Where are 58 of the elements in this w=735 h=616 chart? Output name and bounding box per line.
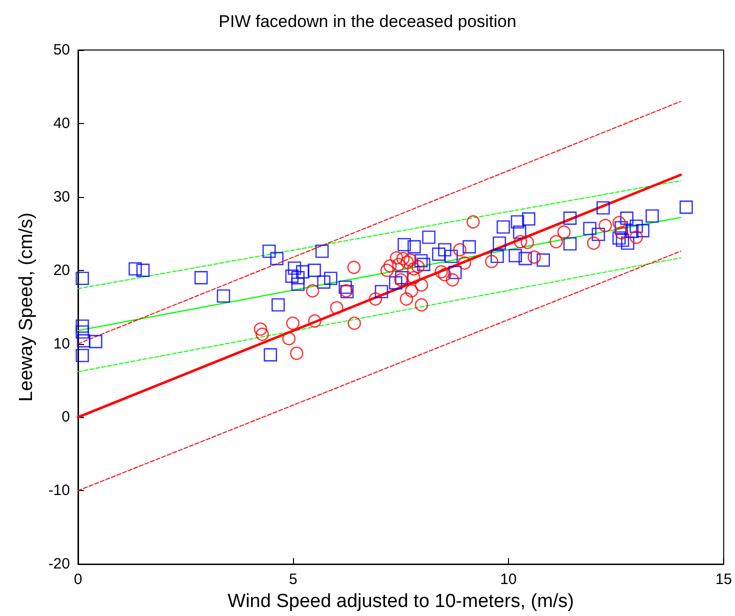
point bbox=[434, 265, 448, 278]
point bbox=[528, 250, 541, 264]
point bbox=[520, 236, 534, 250]
point bbox=[347, 260, 361, 274]
point bbox=[485, 254, 498, 268]
y-tick-label: -10 bbox=[48, 482, 70, 500]
point bbox=[438, 268, 452, 282]
point bbox=[446, 273, 460, 287]
point bbox=[557, 225, 571, 239]
y-tick-label: 40 bbox=[53, 114, 70, 132]
point bbox=[392, 258, 406, 272]
point bbox=[256, 328, 269, 341]
point bbox=[348, 316, 361, 330]
point bbox=[414, 298, 428, 312]
point bbox=[407, 262, 420, 276]
point bbox=[282, 332, 296, 346]
x-tick-label: 0 bbox=[74, 571, 82, 588]
point bbox=[394, 273, 408, 287]
point bbox=[286, 316, 300, 330]
y-tick-label: -20 bbox=[48, 556, 70, 573]
point bbox=[290, 346, 304, 360]
point bbox=[598, 218, 612, 232]
point bbox=[383, 259, 397, 273]
point bbox=[411, 260, 425, 274]
x-tick-label: 5 bbox=[289, 571, 298, 588]
point bbox=[306, 284, 320, 298]
point bbox=[368, 292, 382, 306]
point bbox=[407, 271, 420, 284]
y-axis-title: Leeway Speed, (cm/s) bbox=[16, 212, 37, 402]
point bbox=[615, 226, 628, 240]
point bbox=[400, 292, 414, 306]
point bbox=[380, 264, 394, 277]
point bbox=[400, 256, 414, 269]
point bbox=[404, 253, 417, 267]
y-tick-label: 0 bbox=[62, 408, 70, 426]
point bbox=[514, 235, 528, 248]
point bbox=[466, 215, 480, 229]
point bbox=[308, 314, 322, 328]
point bbox=[587, 236, 600, 250]
y-tick-label: 30 bbox=[53, 188, 70, 206]
chart-title: PIW facedown in the deceased position bbox=[218, 12, 516, 31]
point bbox=[396, 252, 410, 266]
point bbox=[414, 278, 428, 292]
point bbox=[453, 243, 466, 256]
point bbox=[390, 251, 404, 264]
point bbox=[458, 256, 472, 270]
y-tick-label: 50 bbox=[53, 42, 70, 58]
point bbox=[330, 301, 344, 314]
point bbox=[630, 230, 643, 244]
y-tick-label: 10 bbox=[53, 335, 70, 352]
x-tick-label: 15 bbox=[715, 571, 732, 588]
point bbox=[254, 322, 268, 336]
y-tick-label: 20 bbox=[53, 262, 70, 279]
x-axis-title: Wind Speed adjusted to 10-meters, (m/s) bbox=[228, 591, 574, 612]
x-tick-label: 10 bbox=[500, 571, 517, 588]
point bbox=[612, 216, 626, 230]
point bbox=[404, 284, 418, 298]
point bbox=[550, 235, 563, 248]
